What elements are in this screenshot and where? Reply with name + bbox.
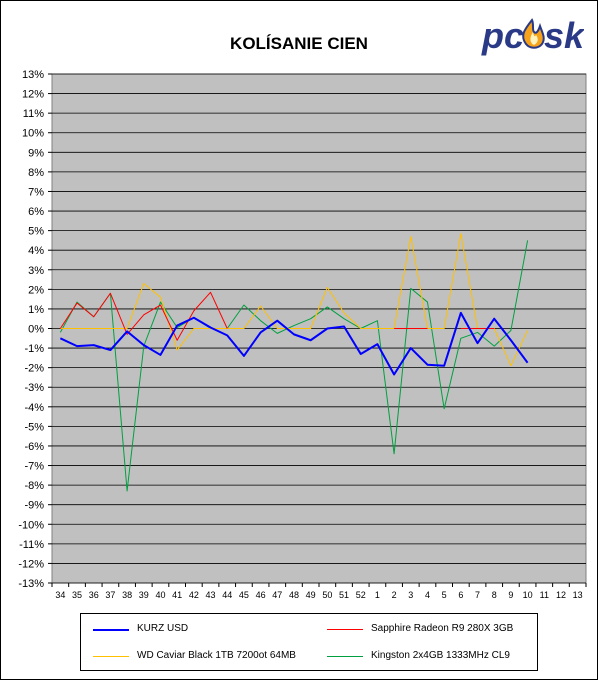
y-tick-label: 1% xyxy=(28,304,44,316)
legend-swatch xyxy=(93,656,129,657)
legend-swatch xyxy=(327,629,363,630)
y-tick-label: 0% xyxy=(28,324,44,336)
x-tick-label: 13 xyxy=(573,590,583,600)
y-tick-label: -2% xyxy=(24,363,44,375)
x-tick-label: 51 xyxy=(339,590,349,600)
chart-legend: KURZ USD Sapphire Radeon R9 280X 3GB WD … xyxy=(80,613,538,671)
x-tick-label: 37 xyxy=(105,590,115,600)
x-tick-label: 48 xyxy=(289,590,299,600)
x-tick-label: 12 xyxy=(556,590,566,600)
series-line-2 xyxy=(60,233,529,367)
x-tick-label: 4 xyxy=(425,590,430,600)
y-tick-label: -10% xyxy=(18,519,44,531)
x-tick-label: 6 xyxy=(458,590,463,600)
x-tick-label: 8 xyxy=(492,590,497,600)
x-tick-label: 10 xyxy=(523,590,533,600)
series-line-0 xyxy=(59,311,529,376)
x-tick-label: 9 xyxy=(508,590,513,600)
y-tick-label: -5% xyxy=(24,421,44,433)
x-tick-label: 34 xyxy=(55,590,65,600)
y-tick-label: 4% xyxy=(28,245,44,257)
x-tick-label: 7 xyxy=(475,590,480,600)
y-tick-label: 9% xyxy=(28,147,44,159)
x-tick-label: 40 xyxy=(155,590,165,600)
x-tick-label: 42 xyxy=(189,590,199,600)
x-tick-label: 49 xyxy=(306,590,316,600)
y-tick-label: 3% xyxy=(28,265,44,277)
y-tick-label: -7% xyxy=(24,461,44,473)
line-chart: 13% 12% 11% 10% 9% 8% 7% 6% 5% 4% 3% 2% 1% 0% -1% -2% -3… xyxy=(18,69,587,600)
x-tick-label: 39 xyxy=(139,590,149,600)
y-tick-label: -13% xyxy=(18,578,44,590)
series-line-3 xyxy=(59,240,529,492)
legend-swatch xyxy=(93,629,129,631)
x-tick-label: 36 xyxy=(89,590,99,600)
y-tick-label: -8% xyxy=(24,480,44,492)
x-tick-label: 11 xyxy=(540,590,549,600)
y-tick-label: 12% xyxy=(22,89,44,101)
legend-label: Kingston 2x4GB 1333MHz CL9 xyxy=(371,650,510,661)
y-tick-label: -12% xyxy=(18,558,44,570)
y-tick-label: 5% xyxy=(28,226,44,238)
flame-icon xyxy=(522,18,545,49)
x-tick-label: 41 xyxy=(172,590,182,600)
y-tick-label: 7% xyxy=(28,186,44,198)
x-tick-label: 2 xyxy=(392,590,397,600)
logo-text-left: pc xyxy=(481,15,524,56)
logo-text-right: sk xyxy=(544,15,584,56)
x-tick-label: 35 xyxy=(72,590,82,600)
legend-label: Sapphire Radeon R9 280X 3GB xyxy=(371,623,514,634)
x-tick-label: 47 xyxy=(272,590,282,600)
x-tick-label: 38 xyxy=(122,590,132,600)
y-tick-label: -6% xyxy=(24,441,44,453)
chart-title: KOLÍSANIE CIEN xyxy=(230,34,368,53)
y-tick-label: 2% xyxy=(28,284,44,296)
x-tick-label: 5 xyxy=(442,590,447,600)
y-tick-label: 10% xyxy=(22,128,44,140)
y-tick-label: -3% xyxy=(24,382,44,394)
y-tick-label: -9% xyxy=(24,500,44,512)
x-tick-label: 50 xyxy=(322,590,332,600)
y-tick-label: -1% xyxy=(24,343,44,355)
legend-label: KURZ USD xyxy=(137,623,189,634)
x-tick-label: 1 xyxy=(375,590,380,600)
pcesk-logo: pc sk xyxy=(481,15,584,56)
x-tick-label: 44 xyxy=(222,590,232,600)
legend-swatch xyxy=(327,656,363,657)
x-tick-label: 46 xyxy=(256,590,266,600)
x-tick-label: 43 xyxy=(206,590,216,600)
y-tick-label: 11% xyxy=(23,108,44,120)
y-tick-label: 6% xyxy=(28,206,44,218)
legend-label: WD Caviar Black 1TB 7200ot 64MB xyxy=(137,650,296,661)
x-tick-label: 45 xyxy=(239,590,249,600)
y-tick-label: -11% xyxy=(19,539,44,551)
x-tick-label: 3 xyxy=(408,590,413,600)
y-tick-label: 13% xyxy=(22,69,44,81)
y-tick-label: -4% xyxy=(24,402,44,414)
y-tick-label: 8% xyxy=(28,167,44,179)
x-tick-label: 52 xyxy=(356,590,366,600)
